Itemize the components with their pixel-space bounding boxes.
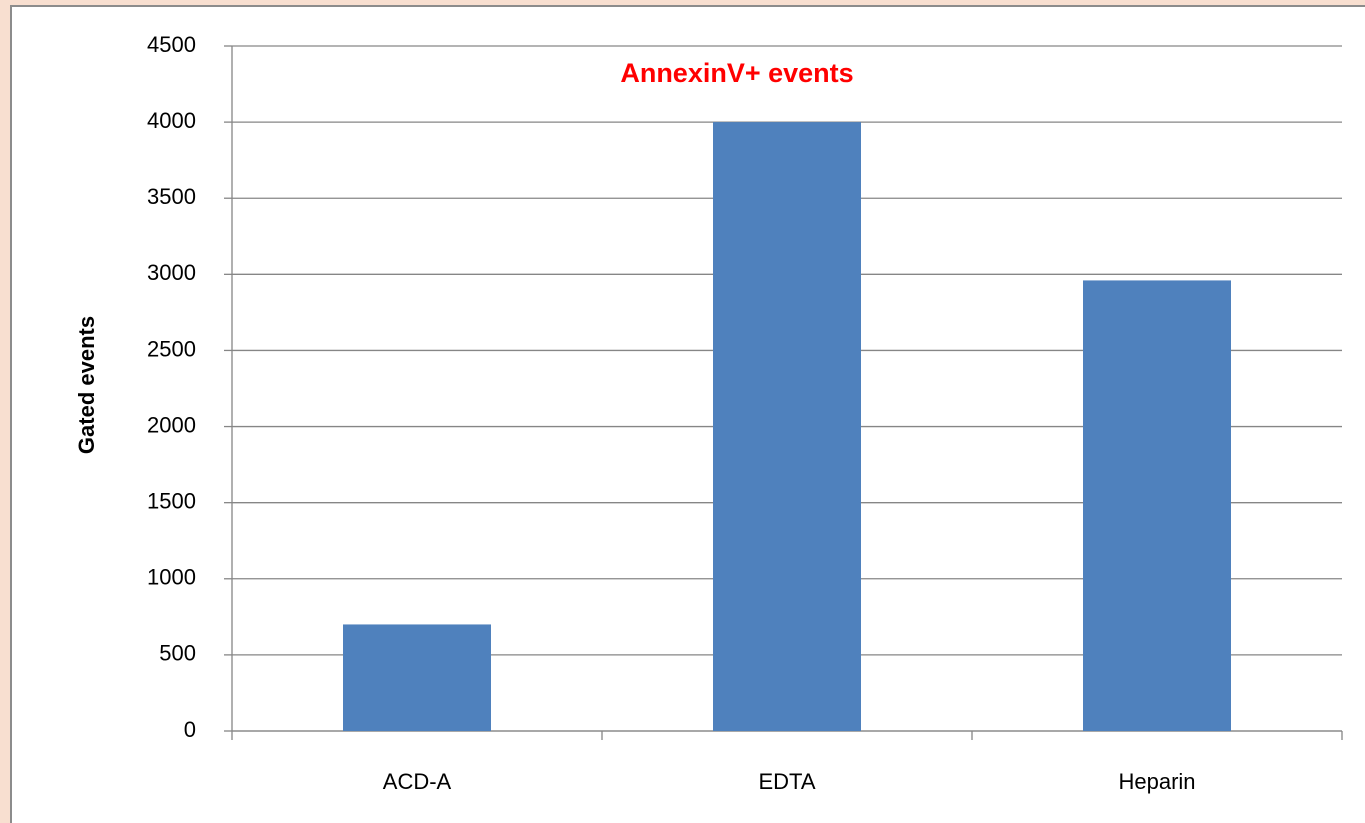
y-tick-label: 3000	[147, 260, 196, 285]
x-tick-label: Heparin	[1118, 769, 1195, 794]
y-tick-label: 3500	[147, 184, 196, 209]
x-tick-label: ACD-A	[383, 769, 452, 794]
y-tick-label: 1000	[147, 565, 196, 590]
y-tick-label: 500	[159, 641, 196, 666]
y-tick-label: 0	[184, 717, 196, 742]
chart-title: AnnexinV+ events	[620, 58, 853, 88]
y-tick-label: 2000	[147, 412, 196, 437]
bar	[713, 122, 861, 732]
y-tick-label: 2500	[147, 336, 196, 361]
y-tick-label: 4000	[147, 108, 196, 133]
y-axis-label: Gated events	[74, 316, 99, 454]
bar	[343, 624, 491, 731]
y-tick-label: 4500	[147, 32, 196, 57]
x-tick-label: EDTA	[758, 769, 815, 794]
bar	[1083, 280, 1231, 731]
y-tick-label: 1500	[147, 488, 196, 513]
